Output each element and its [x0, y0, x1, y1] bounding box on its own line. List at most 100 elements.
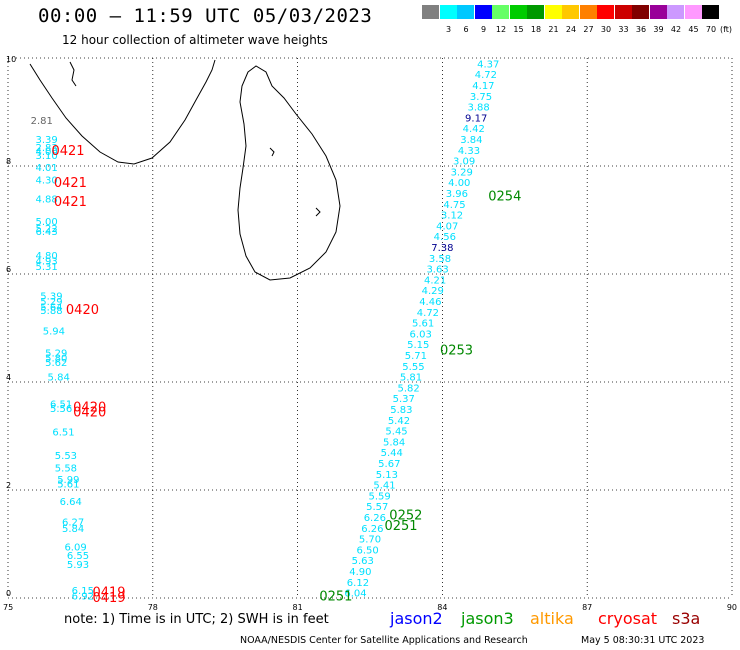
wave-height-value: 5.71: [405, 351, 427, 362]
wave-height-value: 6.03: [410, 329, 432, 340]
pass-time-label: 0421: [54, 195, 87, 210]
wave-height-value: 5.31: [35, 262, 57, 273]
wave-height-value: 5.29: [40, 297, 62, 308]
sri-lanka-coastline: [237, 65, 341, 281]
wave-height-value: 5.70: [359, 535, 381, 546]
wave-height-value: 4.88: [35, 194, 57, 205]
x-tick-label: 84: [437, 603, 447, 612]
wave-height-value: 5.45: [385, 427, 407, 438]
wave-height-value: 6.15: [72, 586, 94, 597]
wave-height-value: 5.41: [373, 481, 395, 492]
wave-height-value: 5.62: [45, 358, 67, 369]
x-tick-label: 90: [727, 603, 737, 612]
y-tick-label: 2: [6, 481, 11, 490]
x-tick-label: 81: [293, 603, 303, 612]
wave-height-value: 5.22: [35, 224, 57, 235]
wave-height-value: 6.26: [364, 513, 386, 524]
wave-height-value: 5.58: [55, 463, 77, 474]
wave-height-value: 5.39: [40, 292, 62, 303]
altimeter-observations: 4.374.724.173.753.889.174.423.844.333.09…: [31, 59, 500, 602]
wave-height-value: 5.88: [40, 306, 62, 317]
color-scale-label: 3: [445, 25, 452, 34]
color-scale-label: 15: [513, 25, 524, 34]
pass-time-label: 0254: [488, 190, 521, 205]
wave-height-value: 6.51: [52, 428, 74, 439]
wave-height-value: 4.75: [443, 200, 465, 211]
wave-height-value: 4.00: [35, 147, 57, 158]
wave-height-value: 5.00: [35, 217, 57, 228]
wave-height-value: 5.64: [40, 302, 62, 313]
color-scale-label: 12: [495, 25, 507, 34]
wave-height-value: 5.59: [369, 491, 391, 502]
pass-time-label: 0251: [319, 589, 352, 604]
wave-height-value: 4.56: [434, 232, 456, 243]
wave-height-value: 6.64: [60, 497, 82, 508]
island-fragment: [69, 61, 77, 87]
wave-height-value: 5.99: [57, 475, 79, 486]
pass-time-label: 0420: [73, 400, 106, 415]
color-scale-swatch: [632, 5, 649, 19]
wave-height-value: 4.17: [472, 81, 494, 92]
wave-height-value: 4.72: [475, 70, 497, 81]
wave-height-value: 5.15: [407, 340, 429, 351]
satellite-legend-cryosat: cryosat: [598, 609, 658, 628]
wave-height-value: 6.27: [62, 517, 84, 528]
wave-height-value: 5.44: [381, 448, 403, 459]
wave-height-value: 6.26: [361, 524, 383, 535]
x-tick-label: 78: [148, 603, 158, 612]
pass-time-labels: 0421042104210420042004200419041902540253…: [51, 144, 521, 606]
y-tick-label: 10: [6, 55, 16, 64]
y-tick-label: 6: [6, 265, 11, 274]
wave-height-value: 6.51: [50, 400, 72, 411]
color-scale-label: 18: [530, 25, 542, 34]
satellite-legend-altika: altika: [530, 609, 574, 628]
satellite-legend-jason3: jason3: [461, 609, 514, 628]
page-subtitle: 12 hour collection of altimeter wave hei…: [62, 33, 328, 47]
pass-time-label: 0252: [389, 508, 422, 523]
color-scale-swatch: [474, 5, 492, 19]
wave-height-value: 3.75: [470, 92, 492, 103]
wave-height-value: 5.82: [397, 383, 419, 394]
wave-height-value: 5.63: [352, 556, 374, 567]
pass-time-label: 0253: [440, 344, 473, 359]
axis-ticks: 75 78 81 84 87 90 0 2 4 6 8 10: [3, 55, 737, 612]
wave-height-value: 4.29: [422, 286, 444, 297]
wave-height-value: 4.93: [35, 257, 57, 268]
wave-height-value: 4.80: [35, 251, 57, 262]
coastline: [29, 59, 341, 281]
wave-height-value: 5.94: [43, 327, 65, 338]
wave-height-value: 4.33: [458, 146, 480, 157]
wave-height-value: 5.57: [366, 502, 388, 513]
wave-height-value: 6.55: [67, 551, 89, 562]
wave-height-value: 5.67: [378, 459, 400, 470]
y-tick-label: 8: [6, 157, 11, 166]
wave-height-value: 2.81: [31, 116, 53, 127]
pass-time-label: 0421: [51, 144, 84, 159]
footer-agency: NOAA/NESDIS Center for Satellite Applica…: [240, 635, 528, 646]
wave-height-value: 6.12: [347, 578, 369, 589]
pass-time-label: 0421: [54, 176, 87, 191]
wave-height-value: 3.10: [35, 151, 57, 162]
wave-height-value: 4.46: [419, 297, 441, 308]
wave-height-value: 4.90: [349, 567, 371, 578]
wave-height-value: 4.37: [477, 59, 499, 70]
pass-time-label: 0419: [92, 586, 125, 601]
color-scale-swatch: [457, 5, 474, 19]
color-scale-unit: (ft): [719, 25, 733, 34]
color-scale-swatch: [562, 5, 579, 19]
wave-height-value: 5.61: [57, 480, 79, 491]
wave-height-value: 5.80: [45, 354, 67, 365]
x-tick-label: 75: [3, 603, 13, 612]
y-tick-label: 4: [6, 373, 11, 382]
page-title: 00:00 – 11:59 UTC 05/03/2023: [38, 5, 373, 27]
color-scale-label: 27: [583, 25, 594, 34]
color-scale-swatch: [667, 5, 684, 19]
wave-height-value: 6.92: [72, 591, 94, 602]
wave-height-value: 3.63: [426, 265, 448, 276]
wave-height-value: 4.01: [35, 163, 57, 174]
satellite-legend-jason2: jason2: [390, 609, 443, 628]
wave-height-value: 3.29: [451, 167, 473, 178]
color-scale-label: 6: [463, 25, 469, 34]
wave-height-value: 6.43: [35, 227, 57, 238]
wave-height-value: 3.12: [441, 211, 463, 222]
